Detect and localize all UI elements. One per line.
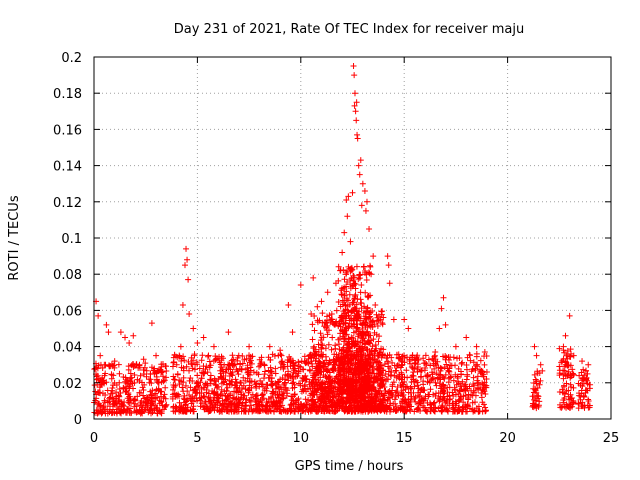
x-axis-label: GPS time / hours <box>295 459 404 474</box>
y-tick-label: 0.08 <box>53 268 82 283</box>
y-axis-label: ROTI / TECUs <box>7 195 22 280</box>
x-tick-label: 20 <box>499 431 516 446</box>
chart-title: Day 231 of 2021, Rate Of TEC Index for r… <box>174 22 524 37</box>
y-tick-label: 0.1 <box>61 232 82 247</box>
x-tick-label: 15 <box>396 431 413 446</box>
grid-lines <box>94 57 611 419</box>
data-points <box>91 63 594 417</box>
y-tick-label: 0.06 <box>53 304 82 319</box>
y-tick-label: 0.2 <box>61 51 82 66</box>
y-tick-label: 0.02 <box>53 377 82 392</box>
y-tick-label: 0.14 <box>53 160 82 175</box>
x-tick-label: 10 <box>293 431 310 446</box>
x-tick-label: 25 <box>603 431 620 446</box>
roti-point-cloud <box>91 63 594 417</box>
x-tick-label: 0 <box>90 431 98 446</box>
y-tick-label: 0.12 <box>53 196 82 211</box>
y-tick-label: 0 <box>74 413 82 428</box>
y-tick-label: 0.18 <box>53 87 82 102</box>
y-tick-label: 0.04 <box>53 341 82 356</box>
axis-ticks: 0 5 10 15 20 25 0 0.02 0.04 0.06 0.08 0.1 0.12 0.14 0.… <box>53 51 619 446</box>
y-tick-label: 0.16 <box>53 123 82 138</box>
x-tick-label: 5 <box>193 431 201 446</box>
